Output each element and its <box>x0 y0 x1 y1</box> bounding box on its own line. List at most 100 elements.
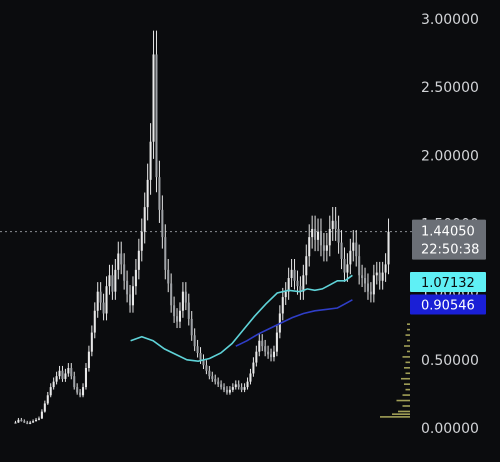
candle-body <box>90 332 93 352</box>
candle-body <box>23 421 26 423</box>
candle-body <box>366 283 369 292</box>
candle-body <box>361 275 364 279</box>
current-price-value: 1.44050 <box>421 225 475 240</box>
volume-profile-bar <box>404 367 410 369</box>
ma-cyan-price-value: 1.07132 <box>421 276 475 291</box>
candle-series <box>14 30 390 425</box>
candle-body <box>387 231 390 265</box>
candle-body <box>61 370 64 379</box>
candle-body <box>343 258 346 273</box>
candle-body <box>246 381 249 388</box>
candle-body <box>73 376 76 388</box>
candle-body <box>58 370 61 377</box>
candle-body <box>134 269 137 287</box>
candle-body <box>252 362 255 374</box>
volume-profile-bar <box>402 405 410 407</box>
candle-body <box>228 389 231 393</box>
candle-body <box>349 250 352 265</box>
candle-body <box>178 310 181 322</box>
candle-body <box>120 253 123 265</box>
candle-body <box>211 376 214 379</box>
candle-countdown: 22:50:38 <box>421 243 479 258</box>
candle-body <box>55 376 58 382</box>
volume-profile-bar <box>380 416 410 418</box>
candle-body <box>240 387 243 390</box>
candle-body <box>381 272 384 281</box>
candle-body <box>170 283 173 306</box>
candle-body <box>184 291 187 303</box>
volume-profile-bar <box>392 413 410 415</box>
volume-profile-bar <box>404 383 410 385</box>
candle-body <box>52 381 55 388</box>
candle-body <box>208 370 211 377</box>
candle-body <box>14 422 17 424</box>
candle-body <box>111 275 114 292</box>
candle-body <box>29 422 32 424</box>
y-axis-tick-label: 3.00000 <box>421 12 479 28</box>
moving-average-line-blue <box>235 299 353 347</box>
candle-body <box>328 228 331 246</box>
candle-body <box>152 54 155 142</box>
candle-body <box>287 278 290 292</box>
candle-body <box>258 340 261 352</box>
candle-body <box>305 256 308 276</box>
candle-body <box>155 54 158 178</box>
candle-body <box>322 245 325 251</box>
candle-body <box>187 302 190 319</box>
candle-body <box>202 359 205 366</box>
candle-body <box>249 373 252 382</box>
candle-body <box>164 237 167 270</box>
y-axis-tick-label: 0.00000 <box>421 421 479 437</box>
candle-body <box>270 354 273 358</box>
candle-body <box>131 286 134 306</box>
candle-body <box>158 177 161 210</box>
candle-body <box>17 419 20 423</box>
candle-body <box>220 384 223 388</box>
candle-body <box>317 231 320 240</box>
candle-body <box>146 179 149 208</box>
candle-body <box>190 318 193 336</box>
ma-blue-price-tag <box>410 294 486 315</box>
candle-body <box>46 395 49 404</box>
candle-body <box>243 387 246 390</box>
candle-body <box>275 332 278 352</box>
candle-body <box>84 368 87 388</box>
candle-body <box>87 351 90 369</box>
candle-body <box>334 220 337 229</box>
candle-body <box>290 269 293 279</box>
candle-body <box>302 275 305 292</box>
candle-body <box>237 384 240 388</box>
candle-body <box>299 286 302 292</box>
candle-body <box>369 291 372 295</box>
candle-body <box>96 291 99 311</box>
candle-body <box>352 242 355 251</box>
candle-body <box>314 228 317 240</box>
candle-body <box>20 419 23 422</box>
volume-profile-bar <box>407 339 410 342</box>
candle-body <box>105 286 108 314</box>
candle-body <box>378 272 381 281</box>
volume-profile-bar <box>405 361 410 364</box>
candle-body <box>143 207 146 232</box>
candle-body <box>149 141 152 180</box>
candle-body <box>293 269 296 281</box>
candle-body <box>117 253 120 270</box>
price-labels: 1.44050 22:50:38 1.07132 0.90546 <box>410 219 486 315</box>
candle-body <box>167 269 170 284</box>
candle-body <box>340 242 343 259</box>
candle-body <box>296 280 299 287</box>
candle-body <box>325 245 328 251</box>
candle-body <box>140 231 143 251</box>
candle-body <box>284 291 287 298</box>
candle-body <box>358 256 361 276</box>
candle-body <box>364 278 367 284</box>
volume-profile-bar <box>405 372 410 375</box>
y-axis-tick-label: 2.50000 <box>421 80 479 96</box>
volume-profile-bar <box>402 356 410 358</box>
moving-average-line-cyan <box>130 274 353 363</box>
volume-profile-bar <box>396 399 410 402</box>
volume-profile-bar <box>398 410 410 413</box>
candle-body <box>214 378 217 382</box>
